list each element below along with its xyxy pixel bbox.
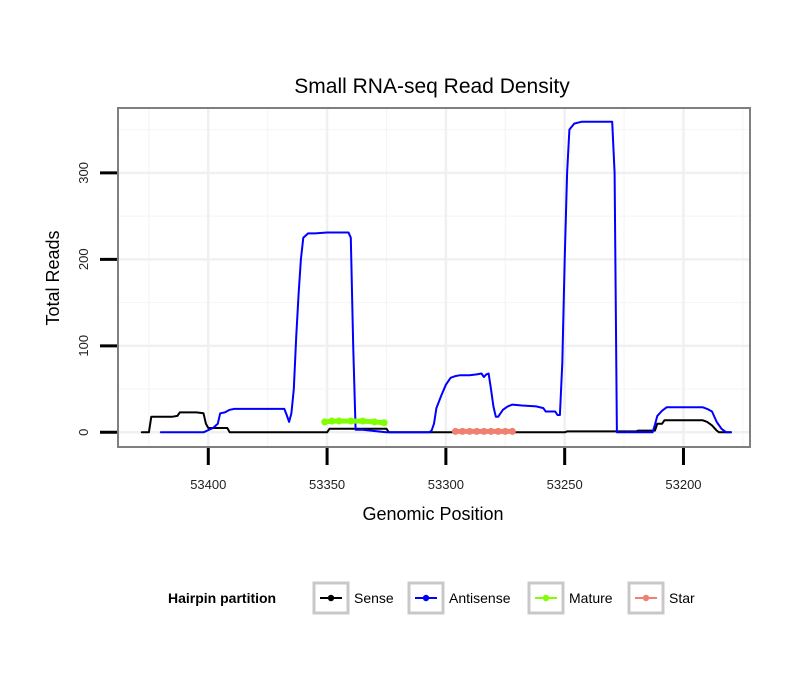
x-tick-label: 53400 [190,477,226,492]
series-layer [140,120,732,435]
plot-panel [118,108,750,447]
y-tick-label: 100 [76,335,91,357]
legend-label-star: Star [669,590,695,606]
legend-label-antisense: Antisense [449,590,511,606]
legend-item-mature: Mature [527,581,613,615]
legend-item-star: Star [627,581,695,615]
legend-key-point [642,594,650,602]
series-point-mature [359,417,367,425]
chart-title: Small RNA-seq Read Density [294,75,570,98]
series-point-star [487,427,495,435]
x-axis-title: Genomic Position [362,504,503,524]
y-tick-label: 0 [76,429,91,436]
legend-key-point [327,594,335,602]
x-tick-label: 53200 [665,477,701,492]
x-tick-label: 53250 [547,477,583,492]
y-axis-title: Total Reads [43,230,63,325]
legend-key-point [542,594,550,602]
x-tick-label: 53300 [428,477,464,492]
series-line-antisense [159,120,732,434]
series-point-mature [321,418,329,426]
legend-label-sense: Sense [354,590,394,606]
series-point-mature [335,417,343,425]
legend: Hairpin partition Sense Antisense Mature St… [168,581,695,615]
x-tick-label: 53350 [309,477,345,492]
legend-key-box [407,581,445,615]
series-point-star [451,427,459,435]
series-point-mature [347,417,355,425]
series-point-mature [371,418,379,426]
legend-item-antisense: Antisense [407,581,511,615]
series-point-star [494,427,502,435]
legend-key-point [422,594,430,602]
series-point-star [508,427,516,435]
y-tick-label: 200 [76,248,91,270]
series-point-star [501,427,509,435]
y-tick-label: 300 [76,162,91,184]
legend-label-mature: Mature [569,590,613,606]
series-point-mature [328,417,336,425]
series-point-star [466,427,474,435]
plot-border [117,107,751,448]
series-point-star [480,427,488,435]
series-point-mature [380,419,388,427]
legend-title: Hairpin partition [168,590,276,606]
legend-item-sense: Sense [312,581,394,615]
series-point-star [459,427,467,435]
axes: 53400 53350 53300 53250 53200 0 100 200 300 [76,162,702,492]
series-point-star [473,427,481,435]
